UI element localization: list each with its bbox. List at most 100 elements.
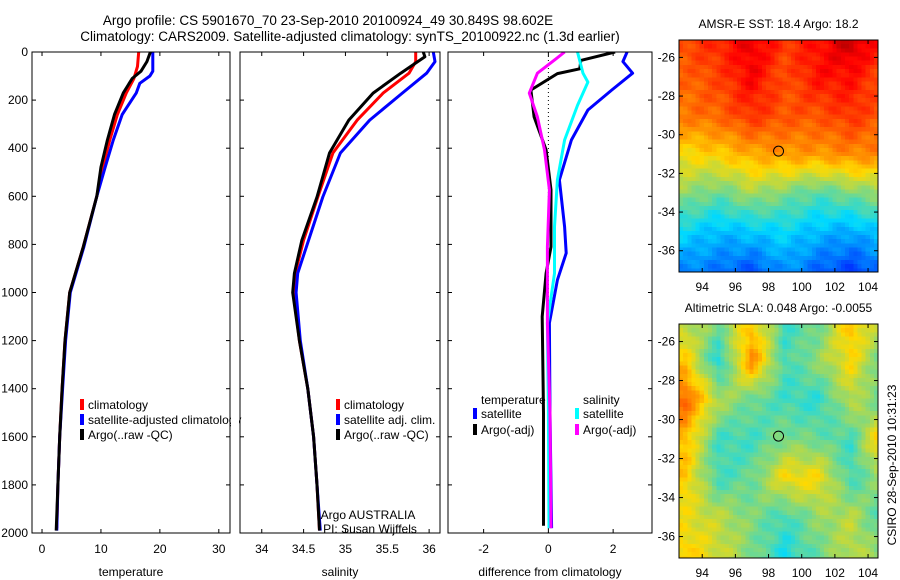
heatmap-cell xyxy=(708,431,713,437)
heatmap-cell xyxy=(774,135,780,141)
heatmap-cell xyxy=(732,373,738,379)
heatmap-cell xyxy=(728,52,734,58)
heatmap-cell xyxy=(708,494,713,499)
heatmap-cell xyxy=(874,255,879,261)
heatmap-cell xyxy=(774,118,780,124)
heatmap-cell xyxy=(824,382,829,387)
heatmap-cell xyxy=(820,390,825,396)
heatmap-cell xyxy=(703,193,709,199)
heatmap-cell xyxy=(874,123,879,128)
heatmap-cell xyxy=(811,193,817,199)
heatmap-cell xyxy=(695,436,701,441)
heatmap-cell xyxy=(679,332,684,338)
heatmap-cell xyxy=(687,369,693,375)
heatmap-cell xyxy=(753,201,759,207)
heatmap-cell xyxy=(691,448,697,454)
heatmap-cell xyxy=(762,498,767,504)
heatmap-cell xyxy=(770,336,776,342)
heatmap-cell xyxy=(762,431,767,437)
heatmap-cell xyxy=(699,382,705,387)
heatmap-cell xyxy=(807,460,813,466)
heatmap-cell xyxy=(803,373,809,379)
heatmap-cell xyxy=(845,398,850,404)
heatmap-cell xyxy=(786,268,792,274)
heatmap-cell xyxy=(683,152,688,157)
heatmap-cell xyxy=(703,89,709,95)
heatmap-cell xyxy=(803,44,809,49)
heatmap-cell xyxy=(849,390,854,396)
heatmap-cell xyxy=(857,177,863,182)
heatmap-cell xyxy=(762,264,767,269)
heatmap-cell xyxy=(799,344,805,350)
heatmap-cell xyxy=(708,328,713,333)
heatmap-cell xyxy=(712,156,717,161)
heatmap-cell xyxy=(874,106,879,112)
heatmap-cell xyxy=(874,469,879,474)
heatmap-cell xyxy=(861,239,867,244)
heatmap-cell xyxy=(749,348,755,354)
heatmap-cell xyxy=(824,193,829,199)
heatmap-cell xyxy=(803,407,809,412)
heatmap-cell xyxy=(683,185,688,191)
heatmap-cell xyxy=(770,40,776,45)
heatmap-cell xyxy=(795,143,800,149)
heatmap-cell xyxy=(753,60,759,66)
heatmap-cell xyxy=(716,156,722,161)
heatmap-cell xyxy=(782,243,788,249)
heatmap-cell xyxy=(836,390,842,396)
heatmap-cell xyxy=(774,490,780,495)
heatmap-cell xyxy=(683,415,688,421)
heatmap-cell xyxy=(865,440,871,445)
heatmap-cell xyxy=(807,444,813,450)
heatmap-cell xyxy=(799,407,805,412)
heatmap-cell xyxy=(811,147,817,153)
heatmap-cell xyxy=(708,102,713,108)
heatmap-cell xyxy=(737,498,742,504)
heatmap-cell xyxy=(716,102,722,108)
heatmap-cell xyxy=(820,168,825,174)
heatmap-cell xyxy=(720,498,726,504)
heatmap-cell xyxy=(679,52,684,58)
heatmap-cell xyxy=(712,502,717,508)
series-line-temperature-argo-adj- xyxy=(529,52,616,526)
heatmap-cell xyxy=(786,469,792,474)
heatmap-cell xyxy=(861,77,867,83)
heatmap-cell xyxy=(795,460,800,466)
heatmap-cell xyxy=(679,477,684,483)
heatmap-cell xyxy=(687,102,693,108)
heatmap-cell xyxy=(849,118,854,124)
heatmap-cell xyxy=(807,390,813,396)
heatmap-cell xyxy=(845,226,850,232)
heatmap-cell xyxy=(774,427,780,433)
heatmap-cell xyxy=(836,361,842,367)
heatmap-cell xyxy=(832,135,838,141)
heatmap-cell xyxy=(741,260,746,265)
heatmap-cell xyxy=(840,423,846,429)
heatmap-cell xyxy=(749,52,755,58)
heatmap-cell xyxy=(724,40,730,45)
heatmap-cell xyxy=(737,77,742,83)
heatmap-cell xyxy=(766,423,771,429)
heatmap-cell xyxy=(699,377,705,383)
heatmap-cell xyxy=(679,214,684,220)
heatmap-cell xyxy=(712,222,717,228)
heatmap-cell xyxy=(857,81,863,87)
heatmap-cell xyxy=(708,436,713,441)
heatmap-cell xyxy=(778,369,784,375)
heatmap-cell xyxy=(840,52,846,58)
heatmap-cell xyxy=(741,369,746,375)
heatmap-cell xyxy=(869,85,875,91)
heatmap-cell xyxy=(828,94,834,99)
heatmap-cell xyxy=(716,444,722,450)
heatmap-cell xyxy=(720,452,726,458)
heatmap-cell xyxy=(832,143,838,149)
heatmap-cell xyxy=(745,348,751,354)
heatmap-cell xyxy=(791,332,796,338)
heatmap-cell xyxy=(857,402,863,408)
heatmap-cell xyxy=(762,407,767,412)
heatmap-cell xyxy=(762,411,767,416)
heatmap-cell xyxy=(745,411,751,416)
heatmap-cell xyxy=(732,214,738,220)
heatmap-cell xyxy=(857,477,863,483)
heatmap-cell xyxy=(766,106,771,112)
